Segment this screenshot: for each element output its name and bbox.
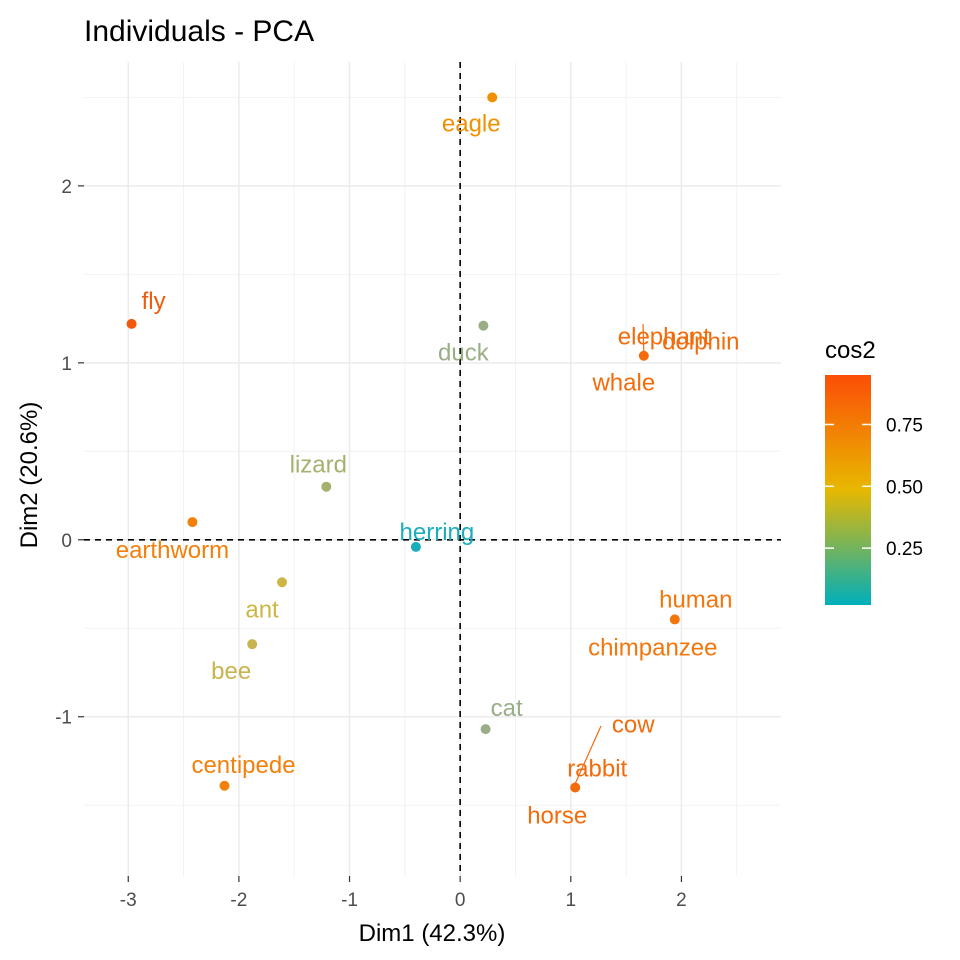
points-layer <box>126 92 680 793</box>
y-axis: -1 0 1 2 <box>55 177 84 729</box>
point-cat <box>480 724 491 735</box>
x-axis-title: Dim1 (42.3%) <box>359 920 506 947</box>
x-tick-label: -1 <box>341 890 358 911</box>
leader-cow <box>574 725 602 784</box>
y-tick-label: 0 <box>61 531 72 552</box>
leader-dolphin <box>642 323 645 352</box>
legend-tick-label: 0.75 <box>886 415 923 436</box>
label-centipede: centipede <box>191 752 295 779</box>
label-rabbit: rabbit <box>567 756 627 783</box>
point-cow <box>570 782 581 793</box>
y-tick-label: 2 <box>61 177 72 198</box>
x-tick-label: -3 <box>120 890 137 911</box>
label-herring: herring <box>400 519 475 546</box>
label-chimpanzee: chimpanzee <box>588 634 717 661</box>
y-tick-label: 1 <box>61 354 72 375</box>
x-tick-label: 1 <box>566 890 577 911</box>
label-human: human <box>659 586 732 613</box>
label-eagle: eagle <box>442 110 501 137</box>
label-ant: ant <box>245 596 279 623</box>
grid <box>84 62 781 876</box>
point-fly <box>126 318 137 329</box>
label-duck: duck <box>438 340 490 367</box>
legend-tick-label: 0.25 <box>886 539 923 560</box>
y-axis-title: Dim2 (20.6%) <box>16 402 43 549</box>
x-tick-label: 0 <box>455 890 466 911</box>
legend: cos2 0.25 0.50 0.75 <box>825 337 923 605</box>
legend-title: cos2 <box>825 337 876 364</box>
y-tick-label: -1 <box>55 708 72 729</box>
label-earthworm: earthworm <box>116 537 229 564</box>
point-dolphin <box>638 350 649 361</box>
point-lizard <box>321 481 332 492</box>
label-bee: bee <box>211 658 251 685</box>
x-axis: -3 -2 -1 0 1 2 <box>120 876 687 911</box>
point-duck <box>478 320 489 331</box>
point-centipede <box>219 780 230 791</box>
label-elephant: elephant <box>618 324 710 351</box>
point-ant <box>277 577 288 588</box>
label-cow: cow <box>612 712 655 739</box>
x-tick-label: -2 <box>230 890 247 911</box>
point-human <box>669 614 680 625</box>
label-dolphin: dolphin <box>662 329 739 356</box>
label-horse: horse <box>527 803 587 830</box>
x-tick-label: 2 <box>676 890 687 911</box>
label-whale: whale <box>591 370 655 397</box>
label-cat: cat <box>491 695 523 722</box>
point-herring <box>410 541 421 552</box>
reference-lines <box>84 62 781 876</box>
chart-title: Individuals - PCA <box>84 15 314 48</box>
label-lizard: lizard <box>290 452 347 479</box>
point-eagle <box>487 92 498 103</box>
point-bee <box>247 639 258 650</box>
point-earthworm <box>187 517 198 528</box>
legend-colorbar <box>825 375 871 605</box>
legend-ticks: 0.25 0.50 0.75 <box>825 415 923 560</box>
label-fly: fly <box>142 288 166 315</box>
legend-tick-label: 0.50 <box>886 477 923 498</box>
